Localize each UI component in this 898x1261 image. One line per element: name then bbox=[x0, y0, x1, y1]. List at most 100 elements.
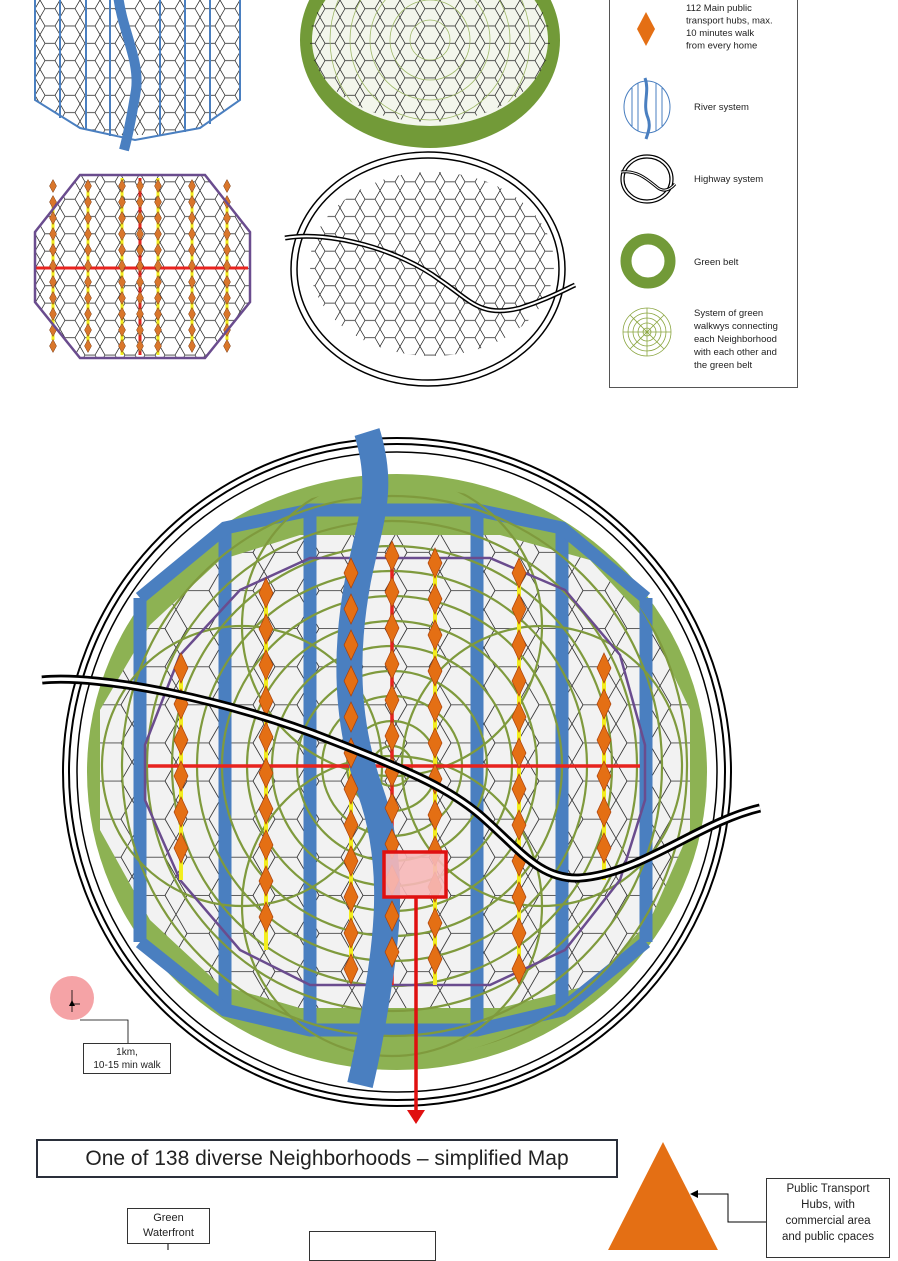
page-title-text: One of 138 diverse Neighborhoods – simpl… bbox=[85, 1147, 569, 1170]
mini-hub-diamond bbox=[154, 194, 162, 210]
transport-hub-diamond bbox=[173, 832, 189, 864]
transport-hub-diamond bbox=[511, 773, 527, 805]
transport-hub-diamond bbox=[173, 796, 189, 828]
mini-hub-diamond bbox=[136, 242, 144, 258]
transport-hub-diamond bbox=[384, 900, 400, 932]
mini-diagram-transit-hubs bbox=[33, 173, 252, 360]
transport-hub-diamond bbox=[511, 701, 527, 733]
legend-walkways-line5: the green belt bbox=[694, 360, 752, 371]
mini-hub-diamond bbox=[118, 178, 126, 194]
blank-label-box bbox=[309, 1231, 436, 1261]
hub-callout-line1: Public Transport bbox=[786, 1183, 870, 1195]
legend-box bbox=[609, 0, 798, 388]
legend-hubs-line1: 112 Main public bbox=[686, 3, 752, 14]
main-highway bbox=[41, 674, 762, 883]
mini-hub-diamond bbox=[188, 306, 196, 322]
hub-callout-line2: Hubs, with bbox=[801, 1199, 855, 1211]
transport-hub-triangle bbox=[608, 1142, 718, 1250]
transport-hub-diamond bbox=[511, 593, 527, 625]
mini-hub-diamond bbox=[223, 306, 231, 322]
transport-hub-diamond bbox=[384, 720, 400, 752]
transport-hub-diamond bbox=[511, 809, 527, 841]
transport-hub-diamond bbox=[343, 773, 359, 805]
canal-frame-bottom bbox=[135, 936, 651, 1037]
mini-hub-diamond bbox=[84, 226, 92, 242]
mini-hub-diamond bbox=[84, 306, 92, 322]
legend-walkways-line3: each Neighborhood bbox=[694, 334, 777, 345]
transport-hub-diamond bbox=[511, 917, 527, 949]
mini-hub-diamond bbox=[49, 258, 57, 274]
mini-diagram-river-grid bbox=[34, 0, 241, 152]
mini-hub-diamond bbox=[84, 178, 92, 194]
mini-hub-diamond bbox=[223, 226, 231, 242]
mini-hub-diamond bbox=[136, 306, 144, 322]
selected-neighborhood-marker[interactable] bbox=[382, 850, 448, 899]
legend-greenbelt-label: Green belt bbox=[694, 257, 739, 268]
mini-hub-diamond bbox=[84, 194, 92, 210]
mini-hub-diamond bbox=[188, 274, 196, 290]
mini-hub-diamond bbox=[136, 322, 144, 338]
mini-hub-diamond bbox=[223, 338, 231, 354]
transport-hub-diamond bbox=[173, 724, 189, 756]
transport-hub-diamond bbox=[258, 865, 274, 897]
transport-hub-diamond bbox=[173, 652, 189, 684]
mini-hub-diamond bbox=[49, 226, 57, 242]
mini-hub-diamond bbox=[84, 258, 92, 274]
legend-walkways-line2: walkwys connecting bbox=[693, 321, 778, 332]
transport-hub-diamond bbox=[596, 832, 612, 864]
legend-hubs-line4: from every home bbox=[686, 41, 757, 52]
transport-hub-diamond bbox=[343, 881, 359, 913]
scale-line2: 10-15 min walk bbox=[93, 1060, 161, 1071]
hub-diamond-icon bbox=[637, 12, 655, 46]
transport-hub-diamond bbox=[511, 737, 527, 769]
hub-callout-line4: and public cpaces bbox=[781, 1231, 875, 1243]
mini-hub-diamond bbox=[188, 210, 196, 226]
legend-walkways-line4: with each other and bbox=[693, 347, 777, 358]
mini-hub-diamond bbox=[84, 242, 92, 258]
walkway-ring bbox=[120, 494, 664, 1038]
scale-marker bbox=[50, 976, 129, 1043]
mini-hub-diamond bbox=[136, 258, 144, 274]
legend-hubs-line3: 10 minutes walk bbox=[686, 28, 754, 39]
transport-hub-diamond bbox=[384, 792, 400, 824]
transport-hub-diamond bbox=[596, 760, 612, 792]
transport-hub-diamond bbox=[343, 701, 359, 733]
transport-hub-diamond bbox=[258, 721, 274, 753]
transport-hub-diamond bbox=[596, 724, 612, 756]
mini-hub-diamond bbox=[118, 322, 126, 338]
transport-hub-diamond bbox=[511, 557, 527, 589]
green-waterfront-label: Green Waterfront bbox=[127, 1208, 210, 1244]
mini-hub-diamond bbox=[154, 322, 162, 338]
mini-hub-diamond bbox=[154, 338, 162, 354]
transport-hub-diamond bbox=[384, 576, 400, 608]
legend-hubs-line2: transport hubs, max. bbox=[686, 16, 773, 27]
transport-hub-diamond bbox=[343, 629, 359, 661]
hub-callout-leader bbox=[696, 1193, 766, 1223]
mini-hub-diamond bbox=[49, 242, 57, 258]
canal-frame-top bbox=[135, 503, 651, 604]
transport-hub-diamond bbox=[384, 612, 400, 644]
transport-hub-diamond bbox=[258, 901, 274, 933]
mini-hub-diamond bbox=[84, 338, 92, 354]
mini-hub-diamond bbox=[223, 274, 231, 290]
transport-hub-diamond bbox=[384, 648, 400, 680]
green-belt-icon bbox=[620, 233, 676, 289]
mini-hub-diamond bbox=[49, 338, 57, 354]
green-waterfront-line1: Green bbox=[153, 1212, 184, 1224]
transport-hub-diamond bbox=[258, 577, 274, 609]
mini-hub-diamond bbox=[118, 210, 126, 226]
mini-hub-diamond bbox=[118, 274, 126, 290]
transport-hub-diamond bbox=[427, 727, 443, 759]
mini-hub-diamond bbox=[154, 178, 162, 194]
main-river bbox=[336, 428, 401, 1089]
mini-hub-diamond bbox=[118, 226, 126, 242]
mini-hub-diamond bbox=[154, 290, 162, 306]
hub-callout-line3: commercial area bbox=[785, 1215, 871, 1227]
transport-hub-diamond bbox=[258, 613, 274, 645]
mini-hub-diamond bbox=[223, 242, 231, 258]
transport-hub-diamond bbox=[427, 619, 443, 651]
transport-hub-diamond bbox=[258, 649, 274, 681]
mini-hub-diamond bbox=[136, 226, 144, 242]
transport-hub-diamond bbox=[258, 829, 274, 861]
mini-hub-diamond bbox=[49, 290, 57, 306]
